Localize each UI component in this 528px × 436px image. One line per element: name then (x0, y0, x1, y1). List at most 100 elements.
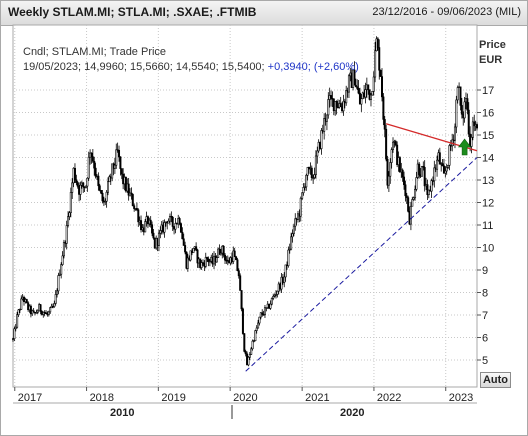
candle-body (427, 189, 430, 196)
candle (32, 308, 35, 313)
x-year-label: 2020 (233, 392, 257, 404)
candle (270, 297, 273, 306)
candle-body (418, 163, 421, 175)
y-tick-label: 10 (482, 243, 494, 255)
candle (259, 312, 262, 320)
candle-body (327, 99, 330, 116)
candle-body (323, 118, 326, 132)
candle (255, 325, 258, 334)
candle (345, 85, 348, 106)
candle-body (367, 84, 370, 90)
candle-body (463, 101, 466, 119)
candle-body (291, 233, 294, 238)
candle (374, 41, 377, 83)
candle-body (396, 144, 399, 166)
x-decade-label: 2010 (110, 407, 134, 419)
candle (411, 196, 414, 207)
candle-body (386, 158, 389, 186)
candle (152, 228, 155, 240)
candle-body (90, 152, 93, 158)
candle-body (456, 87, 459, 101)
candle (200, 260, 203, 270)
candle-body (394, 141, 397, 146)
candle (36, 309, 39, 315)
candle-body (189, 250, 192, 261)
candle (208, 259, 211, 267)
candle (320, 127, 323, 155)
candle (20, 295, 23, 310)
candle-body (182, 238, 185, 246)
candle-body (174, 223, 177, 230)
candle (357, 79, 360, 95)
candle (104, 198, 107, 206)
candle-body (79, 184, 82, 195)
candle-body (371, 91, 374, 96)
candle-body (17, 309, 20, 316)
candle-body (115, 149, 118, 166)
candle (118, 145, 121, 162)
candle-body (257, 322, 260, 329)
candle-body (389, 162, 392, 177)
candle-body (426, 184, 429, 196)
candle (414, 185, 417, 201)
candle (239, 273, 242, 291)
candle-body (475, 124, 478, 129)
candle (423, 160, 426, 192)
candle-body (76, 182, 79, 187)
candle-body (313, 174, 316, 178)
candle-body (302, 187, 305, 194)
candle-body (325, 114, 328, 122)
candle (303, 183, 306, 191)
candle (39, 304, 42, 315)
candle-body (196, 249, 199, 264)
candle (87, 151, 90, 181)
candle (385, 124, 388, 162)
candle (288, 243, 291, 254)
candle-body (320, 130, 323, 149)
candle-body (252, 340, 255, 342)
chart-legend: Cndl; STLAM.MI; Trade Price 19/05/2023; … (23, 45, 359, 75)
candle-body (411, 199, 414, 207)
candle-body (280, 276, 283, 290)
candle (82, 181, 85, 193)
candle-body (243, 333, 246, 352)
candle-body (157, 232, 160, 246)
y-tick-label: 9 (482, 265, 488, 277)
candle (422, 161, 425, 171)
candle-body (339, 103, 342, 108)
candle-body (312, 177, 315, 179)
candle (61, 251, 64, 266)
candle (71, 178, 74, 200)
candle (353, 61, 356, 86)
candle-body (131, 194, 134, 207)
candle (226, 255, 229, 266)
candle-body (251, 340, 254, 350)
candle (98, 183, 101, 192)
candle (364, 82, 367, 104)
candle-body (405, 195, 408, 198)
y-tick-label: 5 (482, 355, 488, 367)
candle-body (369, 94, 372, 100)
candle-body (130, 192, 133, 195)
y-tick-label: 16 (482, 108, 494, 120)
candle (294, 213, 297, 231)
candle-body (248, 354, 251, 358)
x-decade-label: 2020 (340, 407, 364, 419)
candle-body (379, 69, 382, 77)
candle (149, 216, 152, 228)
candle (473, 114, 476, 132)
candle (367, 84, 370, 95)
candle-body (181, 231, 184, 240)
candle (224, 253, 227, 264)
candle (460, 97, 463, 119)
y-tick-label: 13 (482, 175, 494, 187)
candle (241, 307, 244, 335)
candle (436, 155, 439, 177)
candle (113, 157, 116, 174)
legend-change: +0,3940; (+2,60%) (267, 61, 359, 73)
candle (192, 247, 195, 254)
auto-scale-button[interactable]: Auto (480, 372, 511, 388)
candle-body (111, 163, 114, 179)
candle (316, 146, 319, 164)
